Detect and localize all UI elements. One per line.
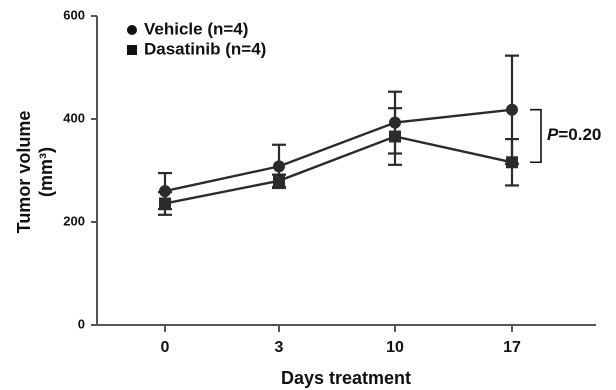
x-ticks: 0 3 10 17 (161, 325, 521, 356)
legend-label-vehicle: Vehicle (n=4) (144, 19, 248, 38)
series-dasatinib (158, 107, 519, 216)
x-tick-label: 0 (161, 339, 170, 356)
legend-square-marker (127, 45, 137, 55)
series-vehicle (158, 54, 519, 211)
p-value-bracket (530, 108, 542, 164)
legend-item-dasatinib: Dasatinib (n=4) (127, 39, 266, 58)
series-layer (158, 54, 519, 216)
data-point-square (159, 197, 171, 210)
p-value-number: =0.20 (558, 125, 601, 144)
p-value-label: P=0.20 (547, 125, 601, 144)
y-tick-label: 400 (63, 110, 85, 125)
y-axis-title: Tumor volume (14, 111, 34, 234)
y-tick-label: 200 (63, 213, 85, 228)
axes (96, 16, 596, 326)
x-tick-label: 10 (386, 339, 404, 356)
p-value-symbol: P (547, 125, 559, 144)
y-axis-unit-text: (mm³) (36, 147, 56, 197)
x-tick-label: 3 (275, 339, 284, 356)
data-point-square (506, 156, 518, 169)
data-point-square (389, 130, 401, 143)
x-axis-title: Days treatment (281, 368, 411, 388)
x-tick-label: 17 (503, 339, 521, 356)
legend-circle-marker (127, 25, 137, 35)
legend: Vehicle (n=4) Dasatinib (n=4) (127, 19, 266, 58)
series-line (164, 135, 513, 205)
data-point-square (273, 174, 285, 187)
data-point-circle (273, 160, 285, 173)
series-line (164, 108, 513, 193)
y-ticks: 0 200 400 600 (63, 7, 97, 331)
y-axis-unit: (mm³) (36, 147, 56, 197)
legend-label-dasatinib: Dasatinib (n=4) (144, 39, 266, 58)
legend-item-vehicle: Vehicle (n=4) (127, 19, 248, 38)
y-tick-label: 0 (78, 316, 85, 331)
data-point-circle (506, 103, 518, 116)
y-tick-label: 600 (63, 7, 85, 22)
p-value-annotation: P=0.20 (530, 108, 601, 164)
y-axis-label: Tumor volume (14, 111, 34, 234)
